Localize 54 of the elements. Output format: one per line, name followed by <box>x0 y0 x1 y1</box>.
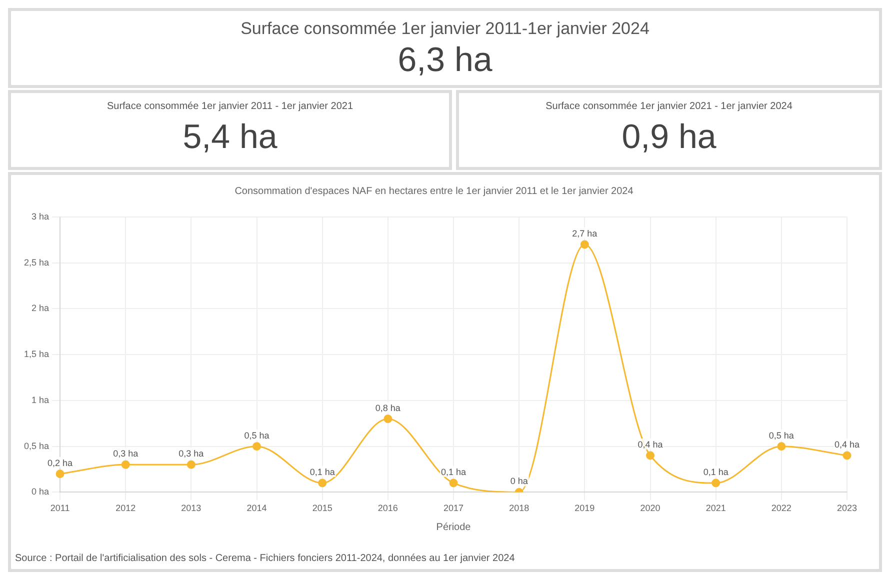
text: Surface consommée 1er janvier 2021 - 1er janvier 2024 <box>544 101 794 112</box>
y-tick-label: 1,5 ha <box>24 349 50 360</box>
source-note: Source : Portail de l'artificialisation des sols - Cerema - Fichiers fonciers 2011-2024, données au 1er janvier 2024 <box>15 553 515 564</box>
x-tick-label: 2012 <box>116 503 136 514</box>
point <box>646 451 655 460</box>
point <box>384 414 392 424</box>
y-tick-label: 2,5 ha <box>24 257 50 268</box>
data-label: 0 ha <box>510 476 528 486</box>
x-tick-label: 2021 <box>706 503 726 514</box>
point <box>580 240 589 249</box>
y-tick-label: 1 ha <box>31 394 50 405</box>
data-label: 0,1 ha <box>703 467 728 478</box>
x-tick-label: 2020 <box>640 503 660 514</box>
point <box>186 460 196 469</box>
text: 6,3 ha <box>396 41 494 80</box>
data-label: 0,5 ha <box>768 430 794 440</box>
point <box>56 470 64 478</box>
data-label: 0,5 ha <box>244 430 270 440</box>
x-axis-title: Période <box>436 522 472 533</box>
data-label: 0,8 ha <box>375 402 400 413</box>
y-tick-label: 0 ha <box>31 486 50 497</box>
y-tick-label: 3 ha <box>31 211 50 222</box>
x-tick-label: 2016 <box>378 503 398 514</box>
point <box>121 460 130 469</box>
text: Surface consommée 1er janvier 2011 - 1er janvier 2021 <box>106 101 354 112</box>
point <box>712 478 720 488</box>
y-tick-label: 2 ha <box>31 303 50 314</box>
data-label: 0,4 ha <box>834 439 860 450</box>
x-tick-label: 2015 <box>312 503 332 514</box>
point <box>842 451 852 460</box>
data-label: 0,2 ha <box>48 458 73 468</box>
point <box>449 478 458 488</box>
y-tick-label: 0,5 ha <box>24 440 50 451</box>
x-tick-label: 2013 <box>181 503 202 514</box>
data-label: 0,4 ha <box>638 439 663 450</box>
x-tick-label: 2022 <box>771 503 792 514</box>
text: 0,9 ha <box>620 118 718 157</box>
data-label: 2,7 ha <box>572 228 598 239</box>
point <box>777 442 786 451</box>
point <box>318 478 327 488</box>
data-label: 0,3 ha <box>178 448 204 459</box>
x-tick-label: 2011 <box>50 503 70 514</box>
x-tick-label: 2014 <box>246 503 267 514</box>
data-label: 0,3 ha <box>113 448 138 459</box>
data-label: 0,1 ha <box>440 467 466 478</box>
x-tick-label: 2017 <box>443 503 464 514</box>
chart-title: Consommation d'espaces NAF en hectares entre le 1er janvier 2011 et le 1er janvier 2024 <box>234 186 634 197</box>
x-tick-label: 2023 <box>836 503 858 514</box>
x-tick-label: 2019 <box>574 503 595 514</box>
x-tick-label: 2018 <box>509 503 530 514</box>
data-label: 0,1 ha <box>310 467 335 478</box>
text: 5,4 ha <box>182 118 278 157</box>
point <box>252 442 262 451</box>
text: Surface consommée 1er janvier 2011-1er janvier 2024 <box>240 19 650 39</box>
